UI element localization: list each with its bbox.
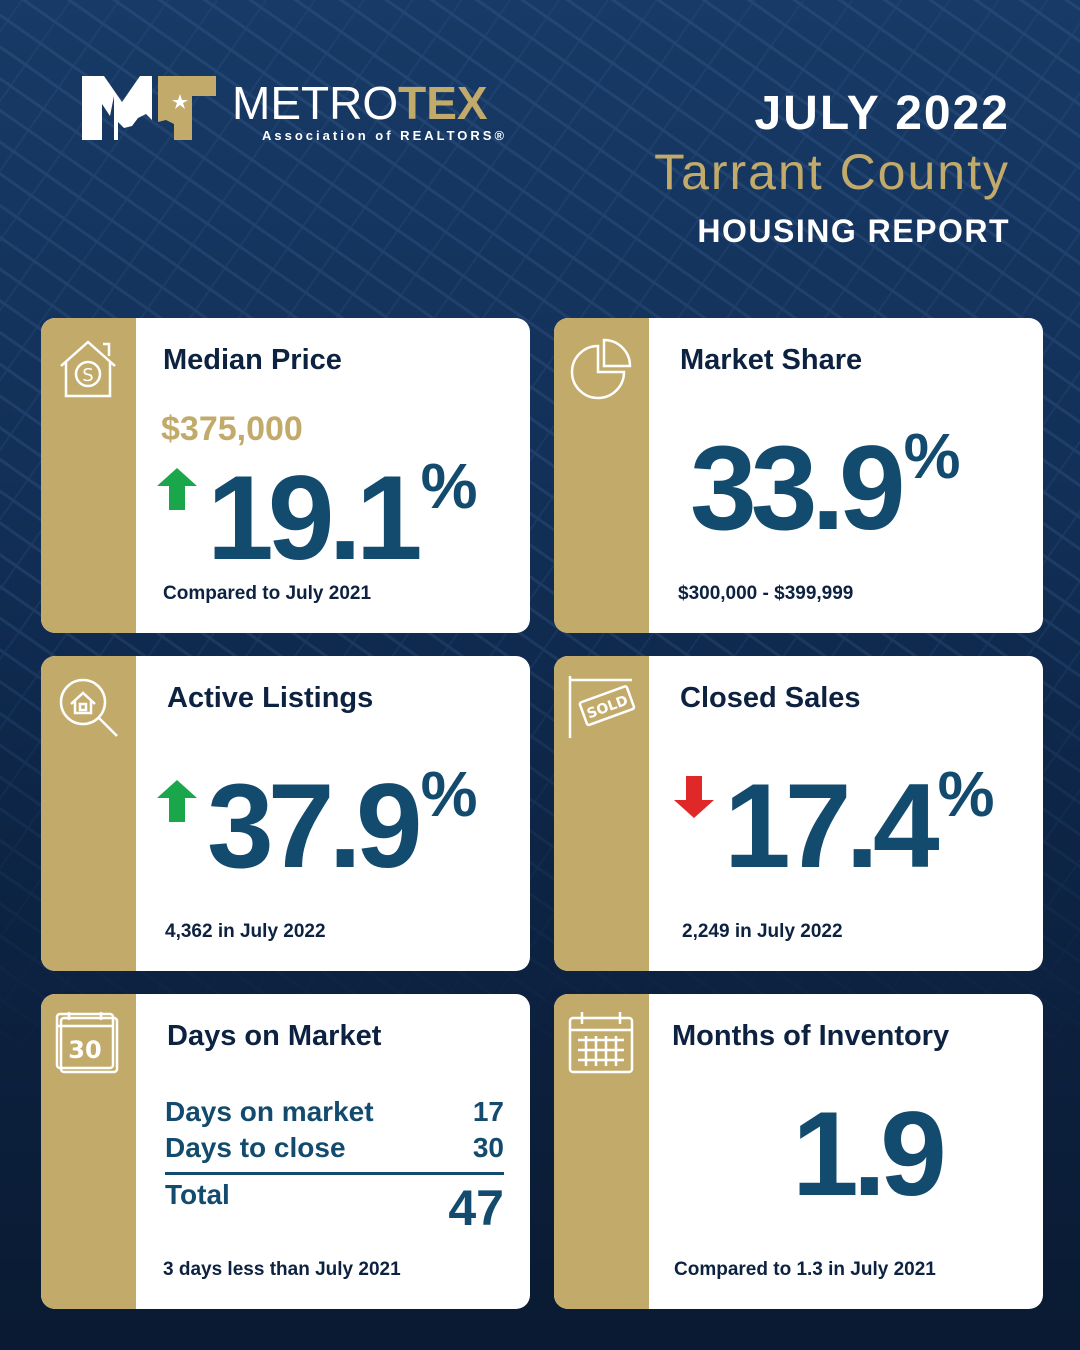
card-title: Months of Inventory <box>672 1020 950 1052</box>
active-listings-change: 37.9% <box>207 758 478 893</box>
svg-text:S: S <box>82 365 93 386</box>
arrow-up-icon <box>157 468 197 510</box>
report-type: HOUSING REPORT <box>697 213 1010 249</box>
brand-name: METROTEX <box>232 77 488 129</box>
calendar-grid-icon <box>568 1012 634 1074</box>
sold-sign-icon: SOLD <box>568 676 636 738</box>
house-search-icon <box>59 678 118 737</box>
days-row: Days to close 30 <box>165 1132 504 1163</box>
card-median-price: S Median Price $375,000 19.1% Compared t… <box>41 318 530 633</box>
market-share-value: 33.9% <box>690 420 961 555</box>
card-note: 2,249 in July 2022 <box>682 921 843 942</box>
months-of-inventory-value: 1.9 <box>792 1087 947 1221</box>
card-title: Median Price <box>163 344 342 376</box>
median-price-change: 19.1% <box>207 450 478 585</box>
calendar-30-icon: 30 <box>55 1012 119 1074</box>
days-row: Days on market 17 <box>165 1096 504 1127</box>
card-note: 3 days less than July 2021 <box>163 1259 401 1280</box>
card-title: Closed Sales <box>680 682 861 714</box>
card-title: Active Listings <box>167 682 374 714</box>
card-closed-sales: SOLD Closed Sales 17.4% 2,249 in July 20… <box>554 656 1043 971</box>
metrotex-logo-mark <box>82 76 216 140</box>
report-header: JULY 2022 Tarrant County HOUSING REPORT <box>654 86 1010 250</box>
card-title: Days on Market <box>167 1020 382 1052</box>
card-active-listings: Active Listings 37.9% 4,362 in July 2022 <box>41 656 530 971</box>
card-note: Compared to July 2021 <box>163 583 372 604</box>
house-dollar-icon: S <box>60 340 116 398</box>
card-note: 4,362 in July 2022 <box>165 921 326 942</box>
card-days-on-market: 30 Days on Market Days on market 17 Days … <box>41 994 530 1309</box>
days-breakdown: Days on market 17 Days to close 30 Total 47 <box>165 1094 504 1237</box>
metrotex-logo: METROTEX Association of REALTORS® <box>82 76 507 143</box>
card-note: $300,000 - $399,999 <box>678 583 854 604</box>
arrow-down-icon <box>674 776 714 818</box>
card-title: Market Share <box>680 344 863 376</box>
report-month: JULY 2022 <box>754 87 1010 140</box>
report-county: Tarrant County <box>654 144 1010 200</box>
closed-sales-change: 17.4% <box>724 758 995 893</box>
card-months-of-inventory: Months of Inventory 1.9 Compared to 1.3 … <box>554 994 1043 1309</box>
brand-subtitle: Association of REALTORS® <box>262 128 508 143</box>
card-note: Compared to 1.3 in July 2021 <box>674 1259 936 1280</box>
card-market-share: Market Share 33.9% $300,000 - $399,999 <box>554 318 1043 633</box>
svg-text:30: 30 <box>68 1036 101 1064</box>
days-total: Total 47 <box>165 1179 504 1236</box>
divider <box>165 1172 504 1175</box>
pie-chart-icon <box>570 338 632 400</box>
arrow-up-icon <box>157 780 197 822</box>
median-price-value: $375,000 <box>161 410 303 448</box>
